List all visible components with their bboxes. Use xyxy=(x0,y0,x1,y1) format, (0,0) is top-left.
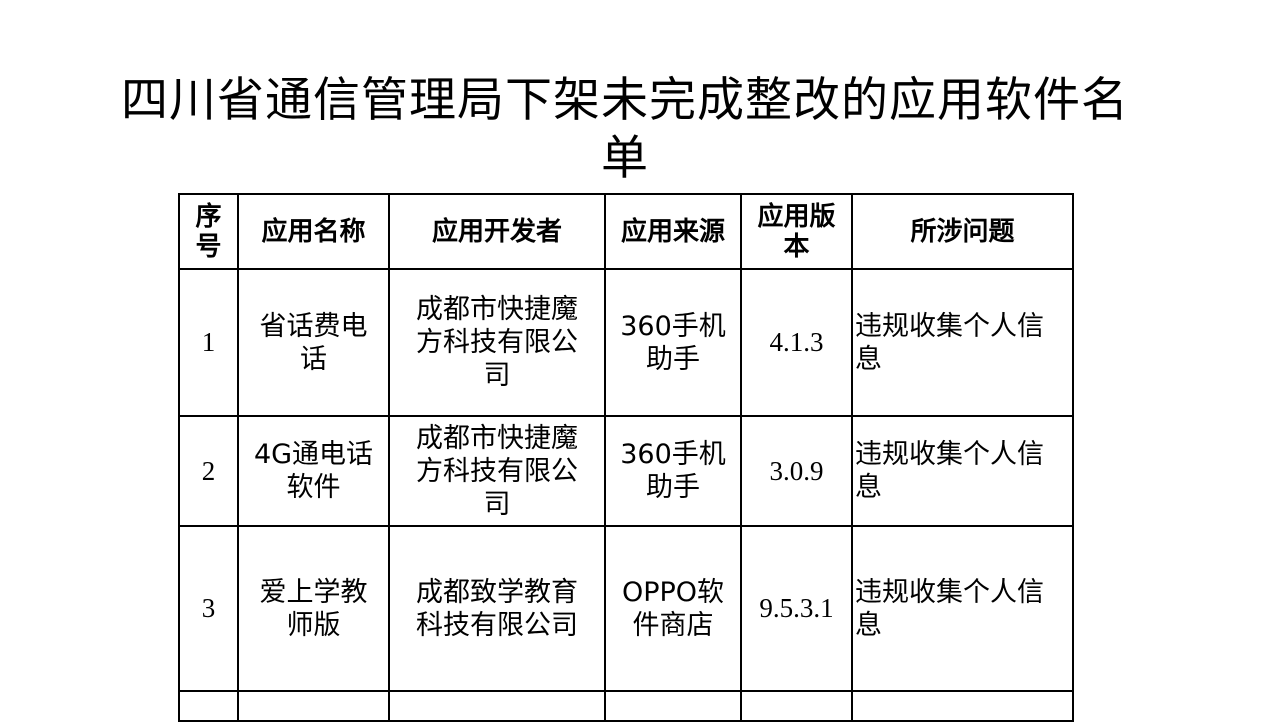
cell-name: 省话费电话 xyxy=(237,268,390,417)
cell-name: 爱上学教师版 xyxy=(237,525,390,692)
cell-empty xyxy=(178,690,239,722)
table-header-row: 序号 应用名称 应用开发者 应用来源 应用版本 所涉问题 xyxy=(178,193,1074,270)
cell-no: 2 xyxy=(178,415,239,527)
page-title: 四川省通信管理局下架未完成整改的应用软件名单 xyxy=(121,73,1129,186)
cell-version: 4.1.3 xyxy=(740,268,853,417)
cell-developer: 成都致学教育科技有限公司 xyxy=(388,525,606,692)
cell-empty xyxy=(740,690,853,722)
table-row xyxy=(178,690,1074,722)
cell-source: 360手机助手 xyxy=(604,415,742,527)
table-row: 1 省话费电话 成都市快捷魔方科技有限公司 360手机助手 4.1.3 违规收集个人信息 xyxy=(178,268,1074,417)
cell-developer: 成都市快捷魔方科技有限公司 xyxy=(388,415,606,527)
cell-source: 360手机助手 xyxy=(604,268,742,417)
cell-name: 4G通电话软件 xyxy=(237,415,390,527)
cell-version: 9.5.3.1 xyxy=(740,525,853,692)
app-list-table: 序号 应用名称 应用开发者 应用来源 应用版本 所涉问题 1 省话费电话 成都市快捷… xyxy=(178,193,1074,722)
cell-empty xyxy=(604,690,742,722)
cell-issue: 违规收集个人信息 xyxy=(851,525,1074,692)
header-developer: 应用开发者 xyxy=(388,193,606,270)
cell-issue: 违规收集个人信息 xyxy=(851,268,1074,417)
header-issue: 所涉问题 xyxy=(851,193,1074,270)
cell-source: OPPO软件商店 xyxy=(604,525,742,692)
table-row: 3 爱上学教师版 成都致学教育科技有限公司 OPPO软件商店 9.5.3.1 违规收集个人… xyxy=(178,525,1074,692)
cell-issue: 违规收集个人信息 xyxy=(851,415,1074,527)
header-name: 应用名称 xyxy=(237,193,390,270)
cell-empty xyxy=(851,690,1074,722)
cell-version: 3.0.9 xyxy=(740,415,853,527)
table-row: 2 4G通电话软件 成都市快捷魔方科技有限公司 360手机助手 3.0.9 违规收集个人信… xyxy=(178,415,1074,527)
header-source: 应用来源 xyxy=(604,193,742,270)
cell-no: 1 xyxy=(178,268,239,417)
header-no: 序号 xyxy=(178,193,239,270)
cell-developer: 成都市快捷魔方科技有限公司 xyxy=(388,268,606,417)
header-version: 应用版本 xyxy=(740,193,853,270)
cell-no: 3 xyxy=(178,525,239,692)
cell-empty xyxy=(237,690,390,722)
cell-empty xyxy=(388,690,606,722)
